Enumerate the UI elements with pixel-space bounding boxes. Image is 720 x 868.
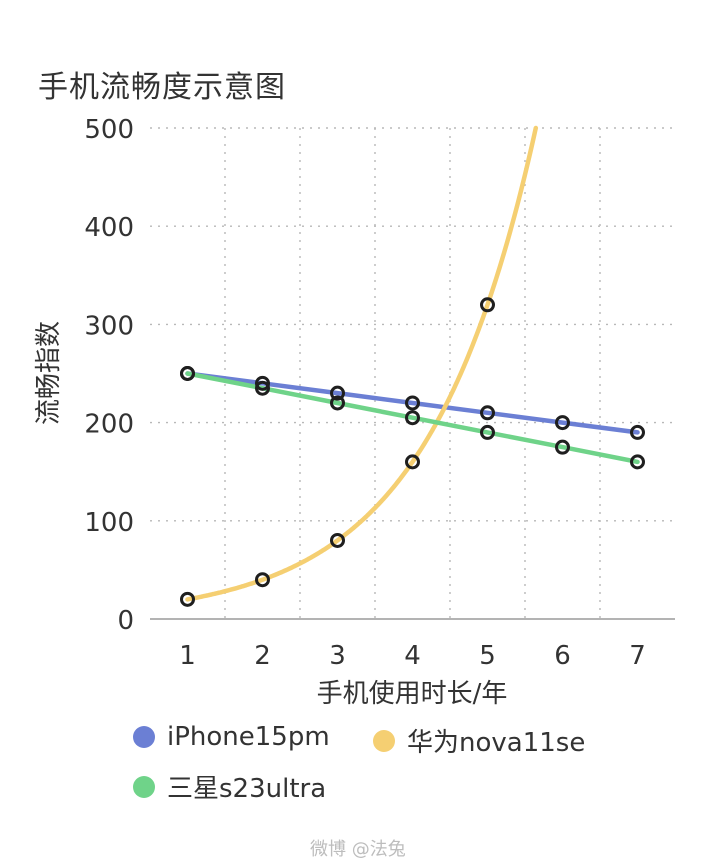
x-tick-label: 7: [629, 641, 646, 671]
data-point-2-7: [630, 454, 645, 470]
x-tick-label: 2: [254, 641, 271, 671]
data-point-0-3: [330, 385, 345, 401]
series-line-2: [185, 371, 640, 465]
series-line-1: [185, 125, 539, 602]
legend-swatch: [373, 729, 395, 752]
series-lines: [185, 125, 640, 602]
legend-item: 华为nova11se: [373, 722, 585, 759]
x-tick-label: 6: [554, 641, 571, 671]
data-point-1-5: [480, 297, 495, 313]
data-point-1-2: [255, 572, 270, 588]
y-tick-label: 100: [84, 508, 134, 538]
y-tick-label: 200: [84, 410, 134, 440]
data-point-2-1: [180, 366, 195, 381]
legend-label: 华为nova11se: [407, 728, 586, 758]
data-point-1-3: [330, 532, 345, 548]
data-points: [180, 297, 645, 607]
data-point-1-4: [405, 454, 420, 470]
legend-item: iPhone15pm: [133, 722, 330, 752]
grid-lines: [150, 127, 675, 619]
legend-item: 三星s23ultra: [133, 768, 326, 805]
y-tick-label: 0: [117, 606, 134, 636]
x-tick-label: 1: [179, 641, 196, 671]
chart-title: 手机流畅度示意图: [38, 70, 286, 105]
data-point-2-3: [330, 395, 345, 411]
x-tick-label: 4: [404, 641, 421, 671]
data-point-2-4: [405, 410, 420, 426]
legend: iPhone15pm 华为nova11se 三星s23ultra: [133, 722, 653, 812]
data-point-2-2: [255, 380, 270, 396]
y-tick-label: 300: [84, 311, 134, 341]
watermark: 微博 @法兔: [310, 839, 406, 860]
data-point-1-1: [180, 591, 195, 607]
data-point-0-2: [255, 375, 270, 391]
data-point-2-5: [480, 424, 495, 440]
data-point-0-7: [630, 424, 645, 440]
legend-label: iPhone15pm: [167, 722, 330, 752]
x-tick-label: 3: [329, 641, 346, 671]
legend-label: 三星s23ultra: [167, 774, 327, 804]
data-point-2-6: [555, 439, 570, 455]
y-tick-label: 400: [84, 213, 134, 243]
tick-labels: 0 100 200 300 400 500 1 2 3 4 5 6 7: [84, 115, 645, 671]
y-tick-label: 500: [84, 115, 134, 145]
x-tick-label: 5: [479, 641, 496, 671]
legend-swatch: [133, 726, 155, 748]
x-axis-label: 手机使用时长/年: [317, 679, 508, 709]
legend-swatch: [133, 775, 155, 798]
data-point-0-4: [405, 395, 420, 411]
data-point-0-6: [555, 415, 570, 431]
data-point-0-5: [480, 405, 495, 421]
y-axis-label: 流畅指数: [34, 321, 64, 425]
